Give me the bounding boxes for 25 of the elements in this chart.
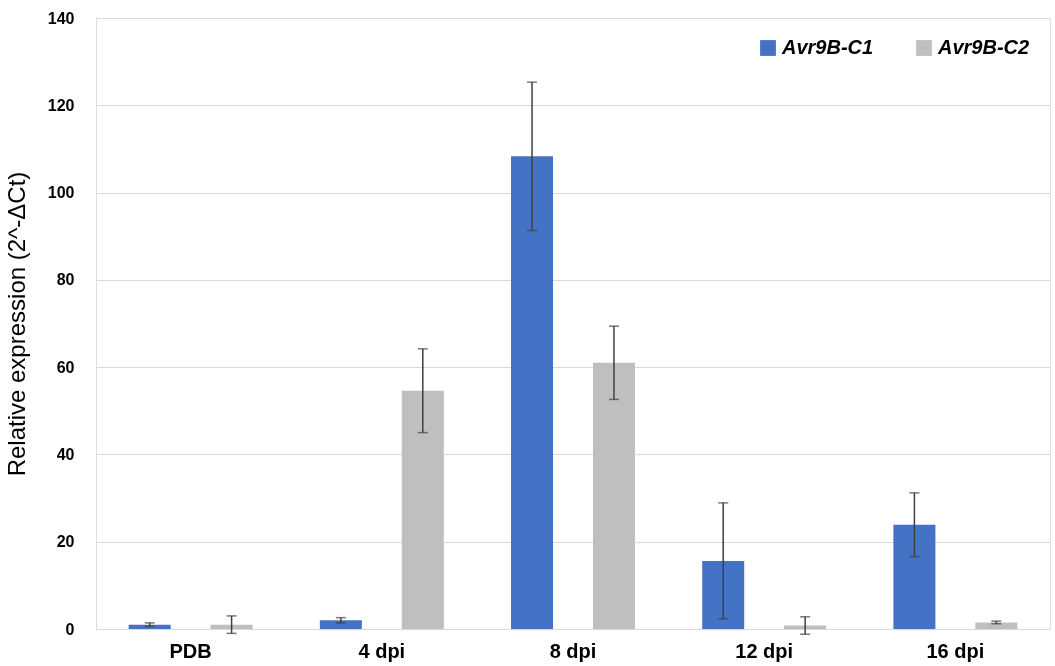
y-tick-label: 60 [56,358,75,376]
bar [511,156,554,629]
y-tick-label: 80 [56,271,75,289]
y-tick-label: 20 [56,533,75,551]
x-tick-label: 16 dpi [926,639,985,662]
y-axis-title: Relative expression (2^-ΔCt) [2,171,30,477]
bar [592,362,635,629]
x-tick-label: 8 dpi [549,639,597,662]
y-tick-label: 140 [47,9,75,27]
legend-label: Avr9B-C1 [781,36,874,58]
y-tick-label: 120 [47,96,75,114]
bar [401,390,444,629]
y-tick-label: 40 [56,445,75,463]
x-tick-label: 4 dpi [358,639,406,662]
x-tick-label: PDB [169,639,212,662]
bar [210,624,253,629]
y-tick-label: 100 [47,184,75,202]
bar [893,524,936,629]
y-tick-label: 0 [65,620,75,638]
bar [128,624,171,629]
bar [319,620,362,629]
bar [975,622,1018,629]
x-tick-label: 12 dpi [735,639,794,662]
legend-label: Avr9B-C2 [937,36,1030,58]
bar [702,560,745,629]
